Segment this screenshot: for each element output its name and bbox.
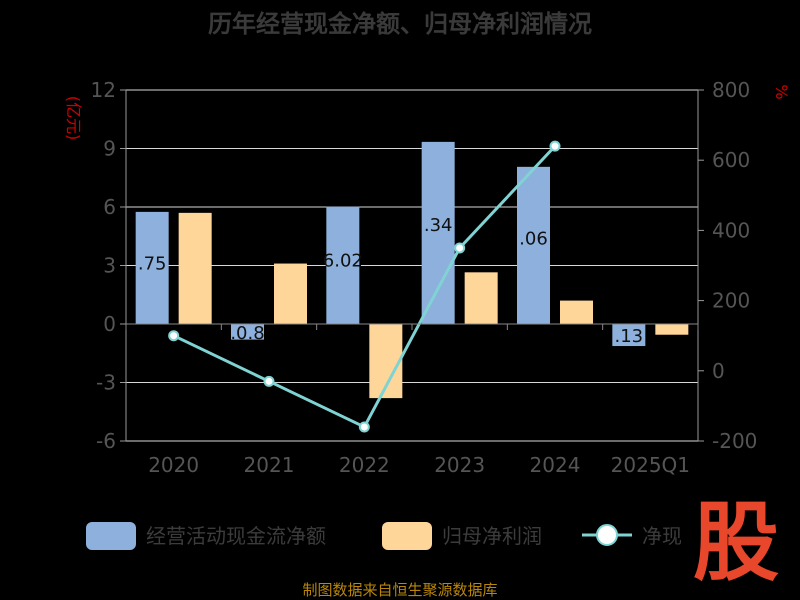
left-tick-label: -6 <box>96 429 116 453</box>
cashflow-bar <box>612 324 646 347</box>
category-label: 2022 <box>339 453 390 477</box>
legend-label-cashflow: 经营活动现金流净额 <box>146 524 326 548</box>
left-tick-label: 3 <box>103 254 116 278</box>
cashflow-data-label: .34 <box>424 215 453 236</box>
net-profit-bar <box>560 300 593 324</box>
cashflow-data-label: .13 <box>615 326 644 347</box>
net-profit-bar <box>464 272 498 324</box>
ratio-point <box>263 375 275 387</box>
right-tick-label: 200 <box>712 289 750 313</box>
category-label: 2021 <box>244 453 295 477</box>
cashflow-bar <box>135 211 169 324</box>
ratio-point <box>454 242 466 254</box>
ratio-point <box>168 330 180 342</box>
cashflow-bar <box>421 141 455 324</box>
right-tick-label: 600 <box>712 148 750 172</box>
legend-swatch-cashflow <box>86 522 136 550</box>
source-note: 制图数据来自恒生聚源数据库 <box>302 581 497 599</box>
category-label: 2025Q1 <box>611 453 690 477</box>
left-tick-label: -3 <box>96 371 116 395</box>
net-profit-bar <box>274 263 307 324</box>
legend-swatch-ratio-point <box>596 524 618 546</box>
cashflow-bar <box>517 166 550 324</box>
cashflow-data-label: .06 <box>519 229 548 250</box>
right-tick-label: -200 <box>712 429 757 453</box>
right-tick-label: 400 <box>712 218 750 242</box>
cashflow-data-label: .0.8 <box>230 323 264 344</box>
category-label: 2020 <box>148 453 199 477</box>
left-tick-label: 12 <box>91 78 116 102</box>
category-label: 2023 <box>434 453 485 477</box>
net-profit-bar <box>655 324 689 335</box>
logo-stamp: 股 <box>693 493 779 593</box>
left-axis-unit: (亿元) <box>64 96 83 141</box>
legend-swatch-net-profit <box>382 522 432 550</box>
chart-title: 历年经营现金净额、归母净利润情况 <box>208 10 592 38</box>
cashflow-bar <box>231 324 264 340</box>
ratio-point <box>549 140 561 152</box>
legend: 经营活动现金流净额 归母净利润 净现 <box>86 522 682 550</box>
net-profit-bar <box>178 212 212 324</box>
left-tick-label: 9 <box>103 137 116 161</box>
right-tick-label: 800 <box>712 78 750 102</box>
left-tick-label: 0 <box>103 312 116 336</box>
legend-label-ratio: 净现 <box>642 524 682 548</box>
cashflow-bar <box>326 206 360 324</box>
ratio-point <box>358 421 370 433</box>
cashflow-data-label: .75 <box>138 253 167 274</box>
cashflow-data-label: 6.02 <box>323 250 363 271</box>
right-tick-label: 0 <box>712 359 725 383</box>
right-axis-unit: % <box>772 84 791 99</box>
left-tick-label: 6 <box>103 195 116 219</box>
category-label: 2024 <box>530 453 581 477</box>
ratio-line <box>173 145 557 429</box>
legend-label-net-profit: 归母净利润 <box>442 524 542 548</box>
